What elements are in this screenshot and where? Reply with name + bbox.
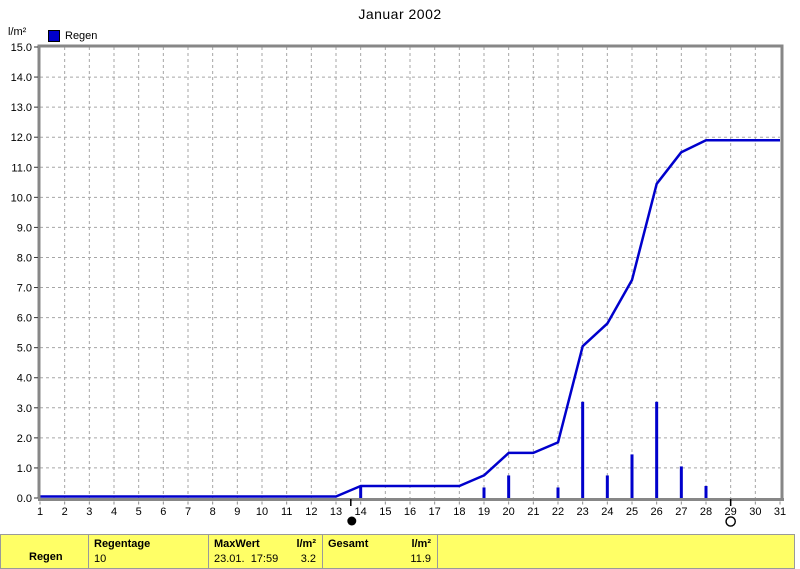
summary-row-label-cell: Regen [1,535,89,568]
x-tick-label: 11 [281,506,292,518]
summary-panel: Regen Regentage 10 MaxWert l/m² 23.01. 1… [0,534,795,569]
x-tick-label: 7 [185,506,191,518]
regentage-value: 10 [94,553,107,565]
x-tick-label: 18 [453,506,465,518]
x-tick-label: 5 [136,506,142,518]
daily-rain-bar [581,401,585,498]
y-tick-label: 14.0 [11,72,32,84]
legend-label: Regen [65,30,98,42]
y-axis-unit-label: l/m² [8,26,27,38]
maxwert-unit: l/m² [296,538,316,550]
x-tick-label: 17 [429,506,441,518]
maxwert-header: MaxWert [214,538,260,550]
daily-rain-bar [655,401,659,498]
x-tick-label: 13 [330,506,342,518]
daily-rain-bar [507,475,511,498]
daily-rain-bar [482,487,486,498]
regen-legend-swatch-icon [48,30,60,42]
plot-frame [37,44,784,498]
x-tick-label: 10 [256,506,268,518]
gesamt-unit: l/m² [411,538,431,550]
daily-rain-bar [704,485,708,498]
x-tick-label: 28 [700,506,712,518]
x-tick-label: 8 [210,506,216,518]
x-tick-label: 22 [552,506,564,518]
maxwert-cell: MaxWert l/m² 23.01. 17:59 3.2 [209,535,323,568]
full-moon-icon [725,516,736,527]
x-tick-label: 29 [725,506,737,518]
x-tick-label: 25 [626,506,638,518]
x-tick-label: 30 [749,506,761,518]
x-tick-label: 14 [355,506,367,518]
daily-rain-bar [359,485,363,498]
x-tick-label: 20 [503,506,515,518]
y-tick-label: 2.0 [17,433,32,445]
chart-title: Januar 2002 [358,6,442,22]
x-tick-label: 3 [86,506,92,518]
x-tick-label: 4 [111,506,117,518]
rain-chart-plot: 0.01.02.03.04.05.06.07.08.09.010.011.012… [11,42,786,527]
y-tick-label: 9.0 [17,222,32,234]
x-tick-label: 21 [527,506,539,518]
y-tick-label: 4.0 [17,373,32,385]
daily-rain-bar [556,487,560,498]
y-tick-label: 6.0 [17,313,32,325]
x-tick-label: 15 [379,506,391,518]
x-tick-label: 26 [651,506,663,518]
new-moon-icon [347,516,357,526]
gesamt-header: Gesamt [328,538,369,550]
x-tick-label: 2 [62,506,68,518]
x-tick-label: 19 [478,506,490,518]
y-tick-label: 11.0 [11,162,32,174]
x-tick-label: 16 [404,506,416,518]
summary-row-label: Regen [29,551,63,563]
summary-panel-filler [438,535,794,568]
y-tick-label: 12.0 [11,132,32,144]
y-tick-label: 7.0 [17,283,32,295]
y-tick-label: 15.0 [11,42,32,54]
maxwert-value: 3.2 [300,553,316,565]
x-tick-label: 1 [37,506,43,518]
y-tick-label: 13.0 [11,102,32,114]
daily-rain-bar [605,475,609,498]
x-tick-label: 24 [601,506,613,518]
y-tick-label: 3.0 [17,403,32,415]
regentage-header: Regentage [94,538,151,550]
x-tick-label: 23 [577,506,589,518]
x-tick-label: 6 [160,506,166,518]
y-tick-label: 10.0 [11,192,32,204]
x-tick-label: 27 [675,506,687,518]
x-tick-label: 31 [774,506,786,518]
regentage-cell: Regentage 10 [89,535,209,568]
y-tick-label: 5.0 [17,343,32,355]
cumulative-rain-line [40,138,780,498]
gesamt-cell: Gesamt l/m² 11.9 [323,535,438,568]
y-tick-label: 0.0 [17,493,32,505]
x-tick-label: 9 [234,506,240,518]
maxwert-time: 23.01. 17:59 [214,553,279,565]
gesamt-value: 11.9 [410,553,431,565]
daily-rain-bar [679,466,683,498]
y-tick-label: 8.0 [17,252,32,264]
chart-legend: Regen [48,30,97,42]
x-tick-label: 12 [305,506,317,518]
daily-rain-bar [630,454,634,498]
y-tick-label: 1.0 [17,463,32,475]
